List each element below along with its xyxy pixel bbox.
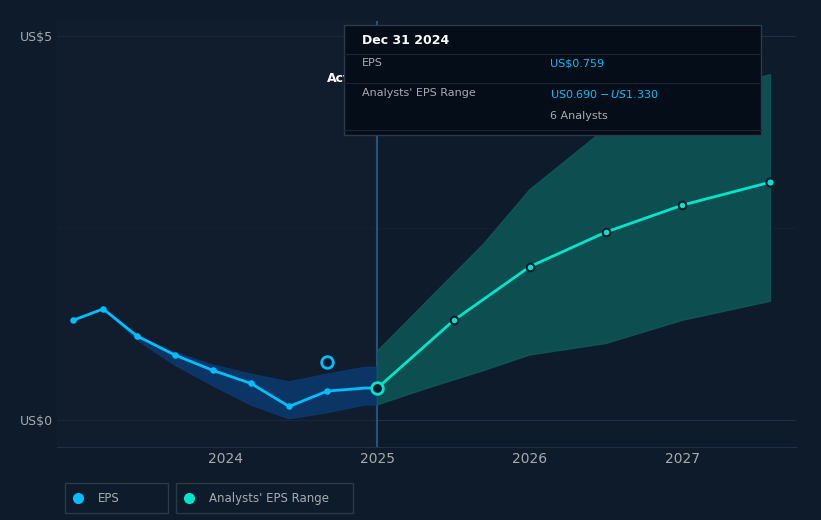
Polygon shape [378, 74, 770, 405]
Point [676, 201, 689, 210]
Point [599, 228, 612, 236]
Text: EPS: EPS [362, 58, 383, 69]
Text: Analysts Forecasts: Analysts Forecasts [390, 72, 506, 85]
Bar [57, 21, 378, 447]
FancyBboxPatch shape [344, 24, 761, 135]
Point [245, 379, 258, 387]
Text: Dec 31 2024: Dec 31 2024 [362, 34, 449, 47]
FancyBboxPatch shape [176, 484, 353, 513]
Text: Actual: Actual [327, 72, 371, 85]
Point [320, 358, 333, 366]
Point [97, 305, 110, 313]
Point [67, 316, 80, 324]
Point [523, 263, 536, 271]
Point [447, 316, 460, 324]
Text: Analysts' EPS Range: Analysts' EPS Range [209, 492, 329, 505]
Point [206, 366, 219, 374]
Point [130, 332, 143, 340]
Point [282, 402, 296, 411]
Point [371, 384, 384, 392]
Text: 6 Analysts: 6 Analysts [549, 111, 608, 121]
FancyBboxPatch shape [65, 484, 168, 513]
Text: Analysts' EPS Range: Analysts' EPS Range [362, 88, 476, 98]
Point [764, 178, 777, 186]
Polygon shape [73, 309, 378, 419]
Text: US$0.759: US$0.759 [549, 58, 603, 69]
Text: US$0.690 - US$1.330: US$0.690 - US$1.330 [549, 88, 658, 100]
Point [320, 387, 333, 395]
Point [168, 351, 181, 359]
Text: EPS: EPS [99, 492, 120, 505]
